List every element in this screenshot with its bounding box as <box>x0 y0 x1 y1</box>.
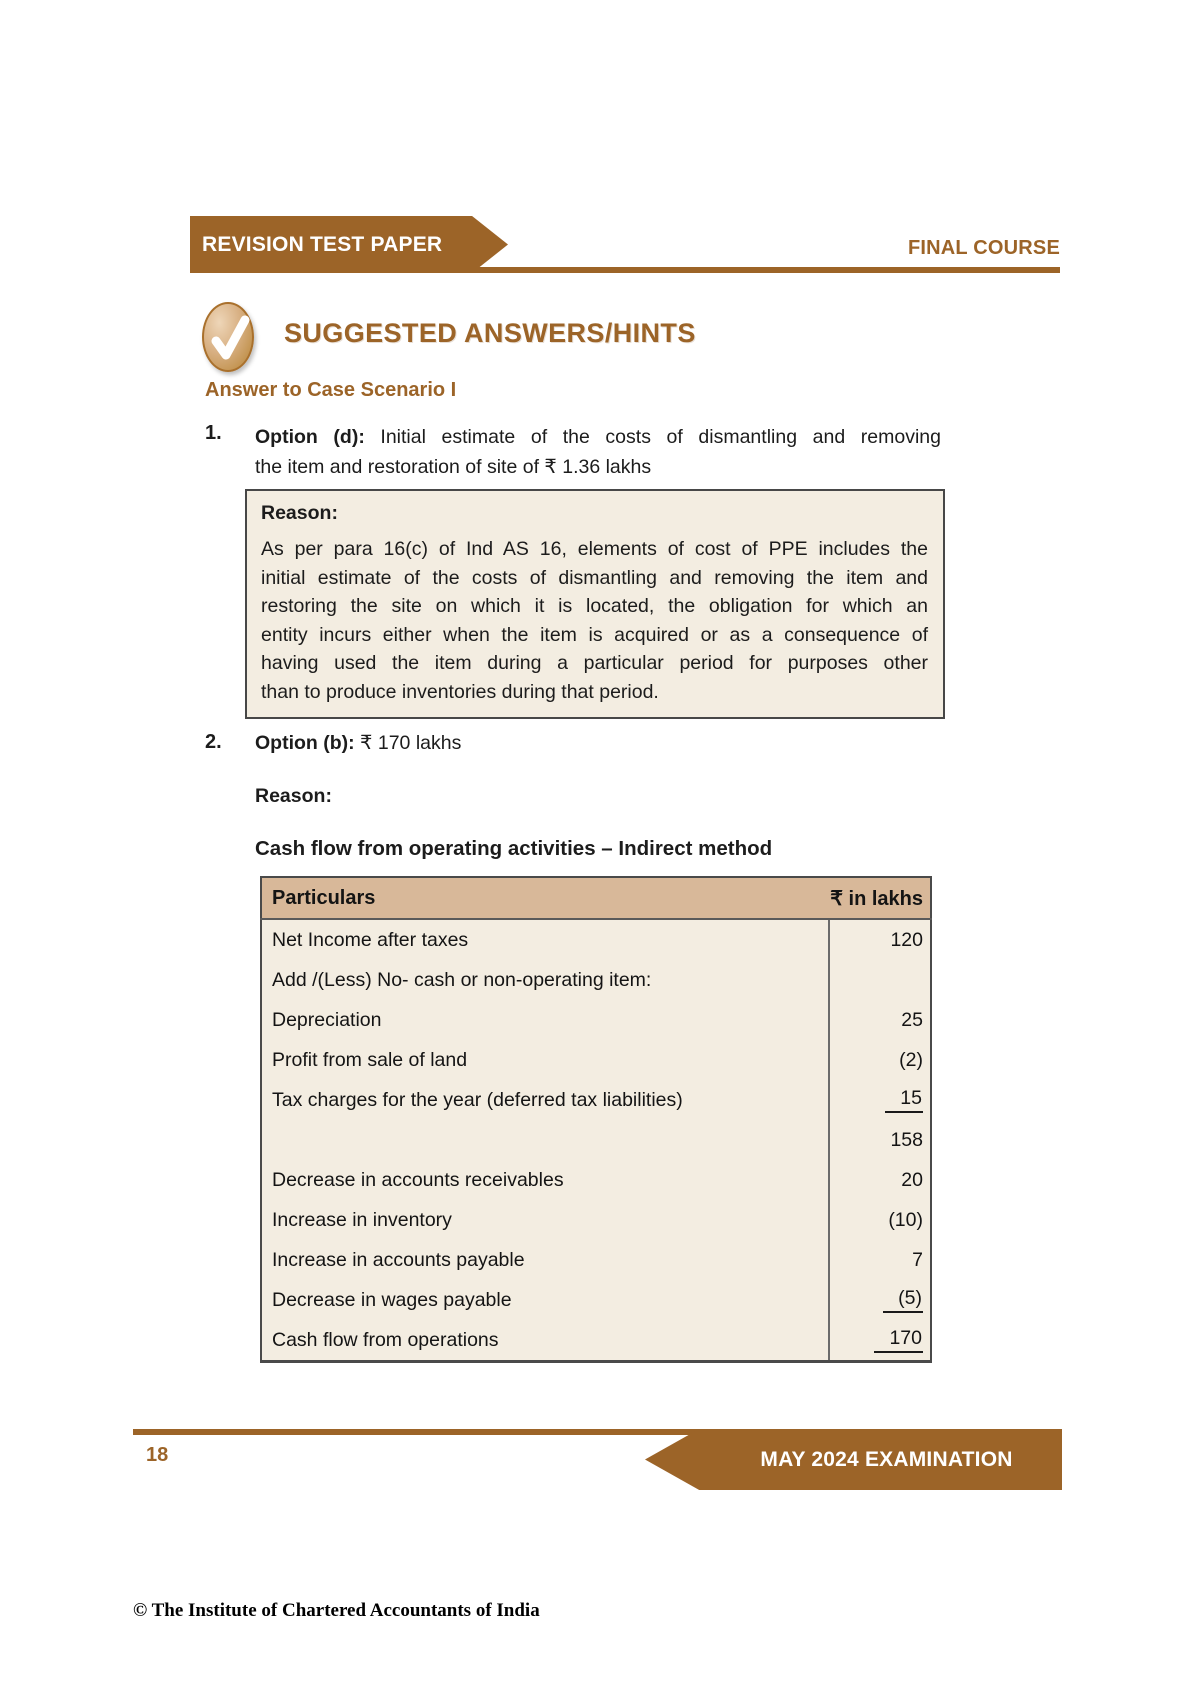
amount-cell: 25 <box>829 1000 931 1040</box>
amount-cell: 7 <box>829 1240 931 1280</box>
checkmark-icon <box>202 302 254 372</box>
amount-value: 7 <box>912 1248 923 1271</box>
page-title: SUGGESTED ANSWERS/HINTS <box>284 318 696 348</box>
amount-value: 15 <box>885 1087 923 1113</box>
answer-1-number: 1. <box>205 422 222 444</box>
cashflow-table: Particulars ₹ in lakhs Net Income after … <box>260 876 932 1363</box>
answer-2-text: Option (b): ₹ 170 lakhs <box>255 731 461 755</box>
table-row: Add /(Less) No- cash or non-operating it… <box>261 960 931 1000</box>
particulars-cell: Cash flow from operations <box>261 1320 830 1362</box>
table-header-row: Particulars ₹ in lakhs <box>261 877 931 920</box>
reason-line: initial estimate of the costs of dismant… <box>261 566 928 589</box>
amount-value: (2) <box>899 1048 923 1071</box>
table-row: Cash flow from operations 170 <box>261 1320 931 1362</box>
amount-cell: (2) <box>829 1040 931 1080</box>
particulars-cell: Add /(Less) No- cash or non-operating it… <box>261 960 830 1000</box>
particulars-cell: Increase in accounts payable <box>261 1240 830 1280</box>
course-label: FINAL COURSE <box>907 237 1060 259</box>
amount-cell <box>829 960 931 1000</box>
particulars-cell: Decrease in wages payable <box>261 1280 830 1320</box>
table-row: Decrease in wages payable (5) <box>261 1280 931 1320</box>
table-row: Increase in accounts payable 7 <box>261 1240 931 1280</box>
answer-2-option-label: Option (b): <box>255 732 355 754</box>
examination-banner-label: MAY 2024 EXAMINATION <box>760 1448 1013 1471</box>
amount-value: 158 <box>890 1128 923 1151</box>
answer-1-text: Option (d): Initial estimate of the cost… <box>255 422 941 482</box>
revision-test-paper-banner: REVISION TEST PAPER <box>190 216 508 273</box>
answer-2-number: 2. <box>205 731 222 753</box>
answer-1-option-label: Option (d): <box>255 426 365 448</box>
reason-panel: Reason: As per para 16(c) of Ind AS 16, … <box>245 489 945 719</box>
amount-cell: (10) <box>829 1200 931 1240</box>
amount-cell: 170 <box>829 1320 931 1362</box>
amount-value: 120 <box>890 928 923 951</box>
table-row: 158 <box>261 1120 931 1160</box>
particulars-cell: Increase in inventory <box>261 1200 830 1240</box>
reason-paragraph: As per para 16(c) of Ind AS 16, elements… <box>261 535 928 706</box>
particulars-cell: Decrease in accounts receivables <box>261 1160 830 1200</box>
reason-line: having used the item during a particular… <box>261 652 928 674</box>
amount-value: (5) <box>883 1287 923 1313</box>
answer-1-line-1: Option (d): Initial estimate of the cost… <box>255 422 941 452</box>
table-row: Depreciation 25 <box>261 1000 931 1040</box>
may-2024-examination-banner: MAY 2024 EXAMINATION <box>645 1429 1062 1490</box>
answer-1-line-2: the item and restoration of site of ₹ 1.… <box>255 456 652 478</box>
cashflow-table-title: Cash flow from operating activities – In… <box>255 837 773 860</box>
answer-2-option-text: ₹ 170 lakhs <box>360 732 462 754</box>
answer-1-option-text: Initial estimate of the costs of dismant… <box>380 426 941 448</box>
table-row: Net Income after taxes 120 <box>261 919 931 960</box>
particulars-cell <box>261 1120 830 1160</box>
reason-line: restoring the site on which it is locate… <box>261 595 928 617</box>
table-row: Decrease in accounts receivables 20 <box>261 1160 931 1200</box>
copyright-notice: © The Institute of Chartered Accountants… <box>133 1600 540 1621</box>
amount-value: 20 <box>901 1168 923 1191</box>
header-rule <box>190 267 1060 273</box>
amount-cell: 158 <box>829 1120 931 1160</box>
revision-test-paper-label: REVISION TEST PAPER <box>202 233 443 256</box>
amount-cell: 120 <box>829 919 931 960</box>
table-row: Increase in inventory (10) <box>261 1200 931 1240</box>
amount-value: (10) <box>888 1208 923 1231</box>
particulars-cell: Depreciation <box>261 1000 830 1040</box>
reason-line: entity incurs either when the item is ac… <box>261 623 928 646</box>
particulars-cell: Net Income after taxes <box>261 919 830 960</box>
table-row: Profit from sale of land (2) <box>261 1040 931 1080</box>
amount-value: 170 <box>874 1327 923 1353</box>
particulars-cell: Tax charges for the year (deferred tax l… <box>261 1080 830 1120</box>
amount-cell: 20 <box>829 1160 931 1200</box>
amount-cell: 15 <box>829 1080 931 1120</box>
reason-label-2: Reason: <box>255 785 332 807</box>
reason-line: than to produce inventories during that … <box>261 680 659 703</box>
page-number: 18 <box>146 1444 169 1466</box>
amount-cell: (5) <box>829 1280 931 1320</box>
particulars-cell: Profit from sale of land <box>261 1040 830 1080</box>
reason-line: As per para 16(c) of Ind AS 16, elements… <box>261 538 928 560</box>
particulars-header: Particulars <box>261 877 829 920</box>
amount-header: ₹ in lakhs <box>829 877 931 920</box>
table-row: Tax charges for the year (deferred tax l… <box>261 1080 931 1120</box>
amount-value: 25 <box>901 1008 923 1031</box>
footer-rule <box>133 1429 855 1435</box>
reason-label: Reason: <box>261 502 338 524</box>
section-heading: Answer to Case Scenario I <box>205 379 457 401</box>
